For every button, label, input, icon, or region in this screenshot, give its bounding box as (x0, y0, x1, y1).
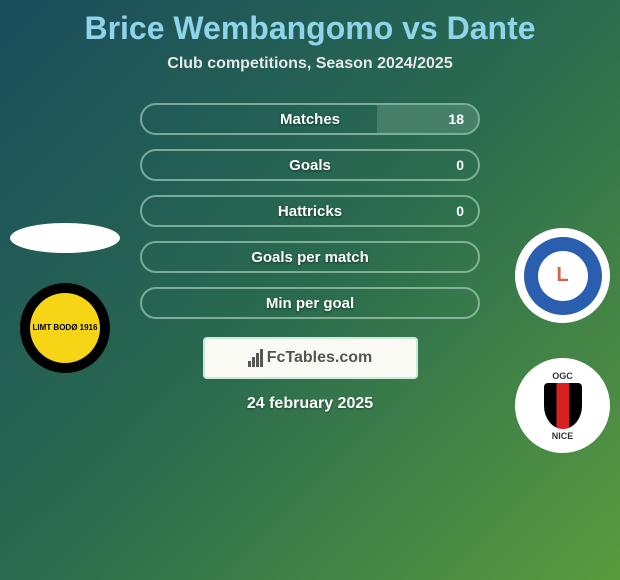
stat-label: Min per goal (266, 295, 354, 312)
bodo-logo-inner: LIMT BODØ 1916 (30, 293, 100, 363)
comparison-card: Brice Wembangomo vs Dante Club competiti… (0, 0, 620, 580)
page-title: Brice Wembangomo vs Dante (0, 10, 620, 47)
stat-bar-min-per-goal: Min per goal (140, 287, 480, 319)
stat-value: 0 (456, 157, 464, 173)
club-logo-leiknir: L (515, 228, 610, 323)
nice-shield-icon (544, 383, 582, 429)
subtitle: Club competitions, Season 2024/2025 (0, 55, 620, 73)
nice-text-top: OGC (552, 371, 573, 381)
club-logo-bodo: LIMT BODØ 1916 (20, 283, 110, 373)
stat-bar-goals-per-match: Goals per match (140, 241, 480, 273)
player1-photo-placeholder (10, 223, 120, 253)
stat-bar-goals: Goals 0 (140, 149, 480, 181)
brand-badge[interactable]: FcTables.com (203, 337, 418, 379)
stat-label: Hattricks (278, 203, 342, 220)
stat-label: Goals per match (251, 249, 369, 266)
bar-chart-icon (248, 349, 263, 367)
stat-value: 0 (456, 203, 464, 219)
leiknir-letter: L (538, 251, 588, 301)
nice-text-bottom: NICE (552, 431, 574, 441)
brand-text: FcTables.com (267, 349, 373, 367)
club-logo-nice: OGC NICE (515, 358, 610, 453)
leiknir-inner: L (524, 237, 602, 315)
main-area: LIMT BODØ 1916 L OGC NICE Matches 18 Goa… (0, 103, 620, 319)
bodo-logo-text: LIMT BODØ 1916 (33, 324, 98, 333)
stat-bar-hattricks: Hattricks 0 (140, 195, 480, 227)
stat-bar-matches: Matches 18 (140, 103, 480, 135)
stat-label: Matches (280, 111, 340, 128)
stat-label: Goals (289, 157, 331, 174)
stats-column: Matches 18 Goals 0 Hattricks 0 Goals per… (140, 103, 480, 319)
stat-value: 18 (448, 111, 464, 127)
